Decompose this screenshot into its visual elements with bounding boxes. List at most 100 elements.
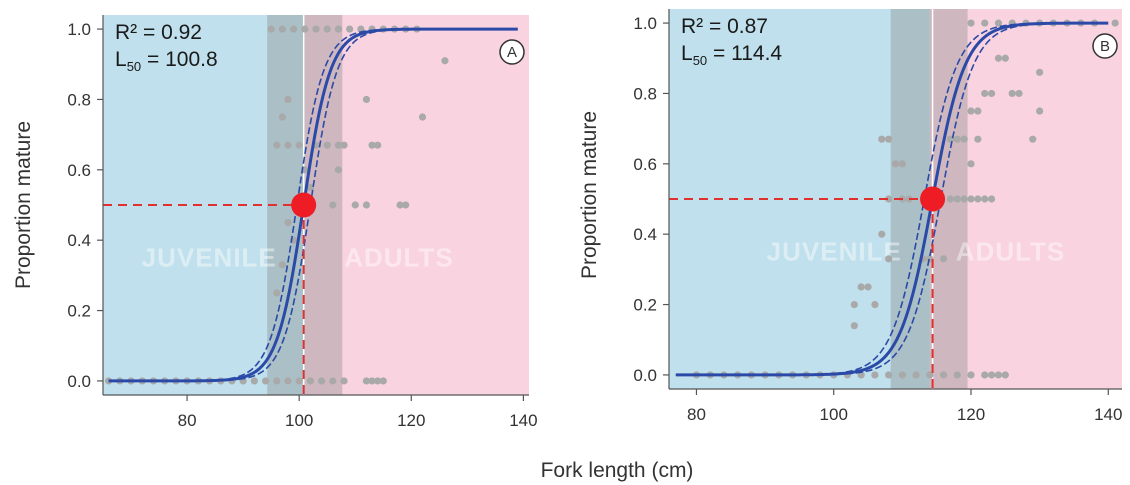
region-label-adults-b: ADULTS: [956, 236, 1066, 266]
shared-x-axis-title: Fork length (cm): [541, 459, 694, 482]
data-point: [898, 160, 906, 168]
l50-marker-a: [291, 192, 317, 218]
panel-badge-b: [1092, 33, 1118, 59]
data-point: [1001, 371, 1009, 379]
data-point: [250, 377, 258, 385]
x-tick-label: 140: [1094, 405, 1122, 424]
data-point: [351, 201, 359, 209]
data-point: [323, 141, 331, 149]
r-squared-label-b: R² = 0.87: [681, 15, 768, 38]
data-point: [864, 283, 872, 291]
data-point: [273, 289, 281, 297]
panel-badge-label-a: A: [507, 44, 517, 61]
data-point: [295, 141, 303, 149]
r-squared-label-a: R² = 0.92: [115, 21, 202, 44]
data-point: [850, 300, 858, 309]
data-point: [967, 195, 975, 203]
y-tick-label: 0.0: [633, 366, 657, 385]
y-tick-label: 0.4: [67, 231, 91, 250]
data-point: [946, 195, 955, 203]
fitted-curve-a: [108, 27, 518, 383]
data-point: [878, 230, 886, 238]
data-points-b: [692, 19, 1119, 379]
x-tick-label: 120: [397, 411, 425, 430]
data-point: [368, 141, 376, 149]
x-tick-label: 80: [178, 411, 197, 430]
data-point: [273, 141, 281, 149]
data-point: [967, 19, 975, 27]
data-point: [402, 201, 410, 209]
adult-region-a: [304, 15, 529, 395]
data-point: [912, 371, 920, 379]
fitted-curve-b: [675, 21, 1109, 377]
data-point: [323, 25, 331, 33]
data-point: [953, 135, 961, 143]
data-point: [953, 195, 961, 203]
y-tick-label: 0.6: [633, 155, 657, 174]
y-tick-label: 0.0: [67, 372, 91, 391]
data-point: [105, 377, 113, 385]
data-point: [284, 218, 292, 227]
data-point: [981, 195, 989, 203]
data-point: [987, 195, 996, 203]
data-point: [261, 377, 270, 385]
data-point: [329, 201, 337, 209]
data-point: [334, 141, 343, 149]
data-point: [939, 255, 948, 263]
data-point: [878, 135, 886, 143]
x-tick-label: 100: [820, 405, 848, 424]
panel-badge-label-b: B: [1100, 38, 1110, 55]
data-point: [368, 377, 376, 385]
data-point: [891, 160, 900, 168]
data-point: [974, 135, 982, 143]
data-point: [898, 371, 906, 379]
data-point: [301, 25, 309, 33]
data-point: [340, 377, 348, 385]
x-tick-label: 140: [509, 411, 537, 430]
data-point: [967, 160, 975, 168]
data-point: [278, 25, 286, 33]
y-tick-label: 0.4: [633, 225, 657, 244]
data-point: [953, 371, 961, 379]
data-point: [885, 371, 893, 379]
y-tick-label: 0.2: [633, 296, 657, 315]
data-point: [1008, 89, 1016, 98]
l50-label-a: L50 = 100.8: [115, 48, 218, 74]
data-point: [379, 377, 387, 385]
region-label-juvenile-b: JUVENILE: [767, 236, 902, 266]
region-label-juvenile-a: JUVENILE: [142, 242, 277, 272]
data-point: [1029, 135, 1037, 143]
data-point: [871, 371, 879, 379]
data-point: [362, 377, 371, 385]
x-tick-label: 100: [285, 411, 313, 430]
l50-marker-b: [920, 186, 946, 212]
data-point: [418, 113, 427, 121]
data-point: [396, 201, 404, 209]
data-point: [926, 371, 934, 379]
data-point: [994, 19, 1003, 27]
y-tick-label: 0.6: [67, 161, 91, 180]
data-point: [340, 141, 348, 149]
data-point: [850, 322, 858, 330]
data-point: [278, 261, 286, 269]
data-point: [295, 377, 303, 385]
data-point: [306, 377, 314, 385]
data-point: [1015, 89, 1023, 98]
data-point: [278, 113, 286, 121]
y-tick-label: 1.0: [67, 20, 91, 39]
region-label-adults-a: ADULTS: [344, 242, 454, 272]
data-point: [362, 201, 371, 209]
data-point: [346, 25, 354, 33]
y-axis-title-b: Proportion mature: [578, 111, 601, 279]
data-point: [306, 183, 314, 192]
data-point: [857, 283, 865, 291]
data-point: [284, 95, 292, 104]
data-point: [885, 135, 893, 143]
data-point: [441, 57, 449, 65]
l50-label-b: L50 = 114.4: [681, 42, 782, 68]
x-tick-label: 120: [957, 405, 985, 424]
data-point: [334, 25, 343, 33]
data-point: [284, 377, 292, 385]
x-tick-label: 80: [687, 405, 706, 424]
